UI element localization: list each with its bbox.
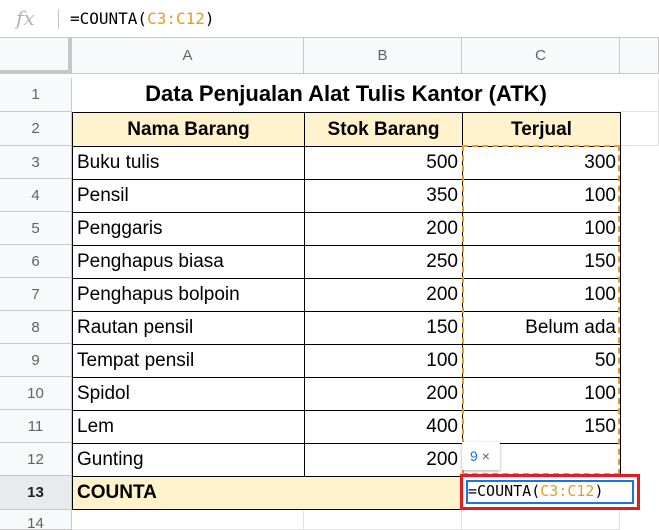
row-header-3[interactable]: 3 [0, 146, 72, 179]
cell-terjual-4[interactable]: 100 [462, 179, 621, 213]
cell-nama-9[interactable]: Tempat pensil [72, 344, 305, 378]
cell-nama-7[interactable]: Penghapus bolpoin [72, 278, 305, 312]
cell-stok-11[interactable]: 400 [304, 410, 463, 444]
active-cell-c13[interactable]: =COUNTA(C3:C12) [460, 474, 640, 510]
cell-stok-8[interactable]: 150 [304, 311, 463, 345]
cell-stok-4[interactable]: 350 [304, 179, 463, 213]
cell-nama-5[interactable]: Penggaris [72, 212, 305, 246]
formula-bar[interactable]: fx =COUNTA(C3:C12) [0, 0, 659, 38]
cell-terjual-6[interactable]: 150 [462, 245, 621, 279]
cell-terjual-9[interactable]: 50 [462, 344, 621, 378]
row-header-1[interactable]: 1 [0, 78, 72, 112]
header-nama-barang[interactable]: Nama Barang [72, 112, 305, 147]
cell-nama-12[interactable]: Gunting [72, 443, 305, 477]
formula-prefix: =COUNTA( [70, 9, 148, 28]
cell-stok-12[interactable]: 200 [304, 443, 463, 477]
cell-nama-8[interactable]: Rautan pensil [72, 311, 305, 345]
cell-nama-10[interactable]: Spidol [72, 377, 305, 411]
header-terjual[interactable]: Terjual [462, 112, 621, 147]
column-header-d[interactable] [620, 38, 659, 74]
row-header-11[interactable]: 11 [0, 410, 72, 443]
cell-terjual-8[interactable]: Belum ada [462, 311, 621, 345]
cell-terjual-10[interactable]: 100 [462, 377, 621, 411]
row-header-14[interactable]: 14 [0, 510, 72, 530]
cell-stok-10[interactable]: 200 [304, 377, 463, 411]
row-header-7[interactable]: 7 [0, 278, 72, 311]
row-header-6[interactable]: 6 [0, 245, 72, 278]
cell-nama-3[interactable]: Buku tulis [72, 146, 305, 180]
cell-terjual-11[interactable]: 150 [462, 410, 621, 444]
cell-stok-5[interactable]: 200 [304, 212, 463, 246]
header-stok-barang[interactable]: Stok Barang [304, 112, 463, 147]
row-header-12[interactable]: 12 [0, 443, 72, 476]
cell-nama-11[interactable]: Lem [72, 410, 305, 444]
sheet-title[interactable]: Data Penjualan Alat Tulis Kantor (ATK) [145, 81, 547, 106]
row-header-2[interactable]: 2 [0, 112, 72, 146]
formula-range-ref: C3:C12 [147, 9, 205, 28]
column-header-c[interactable]: C [462, 38, 620, 74]
select-all-corner[interactable] [0, 38, 72, 74]
formula-result-tooltip: 9 × [462, 442, 500, 470]
column-header-a[interactable]: A [72, 38, 304, 74]
cell-terjual-5[interactable]: 100 [462, 212, 621, 246]
cell-stok-3[interactable]: 500 [304, 146, 463, 180]
column-header-b[interactable]: B [304, 38, 462, 74]
active-cell-formula[interactable]: =COUNTA(C3:C12) [468, 482, 603, 500]
cell-c14[interactable] [462, 510, 620, 530]
cell-terjual-3[interactable]: 300 [462, 146, 621, 180]
cell-terjual-7[interactable]: 100 [462, 278, 621, 312]
cell-stok-7[interactable]: 200 [304, 278, 463, 312]
row-header-8[interactable]: 8 [0, 311, 72, 344]
formula-separator [58, 9, 59, 29]
active-formula-ref: C3:C12 [540, 482, 595, 500]
active-formula-suffix: ) [594, 482, 604, 500]
tooltip-close-icon[interactable]: × [481, 448, 490, 464]
cell-nama-4[interactable]: Pensil [72, 179, 305, 213]
cell-d1[interactable] [620, 78, 659, 112]
row-header-5[interactable]: 5 [0, 212, 72, 245]
active-formula-prefix: =COUNTA( [468, 482, 541, 500]
formula-suffix: ) [204, 9, 215, 28]
cell-stok-9[interactable]: 100 [304, 344, 463, 378]
cell-a14[interactable] [72, 510, 304, 530]
tooltip-value: 9 [470, 448, 478, 464]
row-header-13[interactable]: 13 [0, 476, 72, 510]
fx-icon: fx [16, 6, 35, 30]
formula-input[interactable]: =COUNTA(C3:C12) [70, 9, 215, 28]
cell-b14[interactable] [304, 510, 462, 530]
cell-d2[interactable] [620, 112, 659, 146]
row-header-10[interactable]: 10 [0, 377, 72, 410]
cell-nama-6[interactable]: Penghapus biasa [72, 245, 305, 279]
cell-stok-6[interactable]: 250 [304, 245, 463, 279]
row-header-4[interactable]: 4 [0, 179, 72, 212]
counta-label-cell[interactable]: COUNTA [72, 476, 462, 510]
active-cell-editor[interactable] [466, 480, 634, 504]
row-header-9[interactable]: 9 [0, 344, 72, 377]
